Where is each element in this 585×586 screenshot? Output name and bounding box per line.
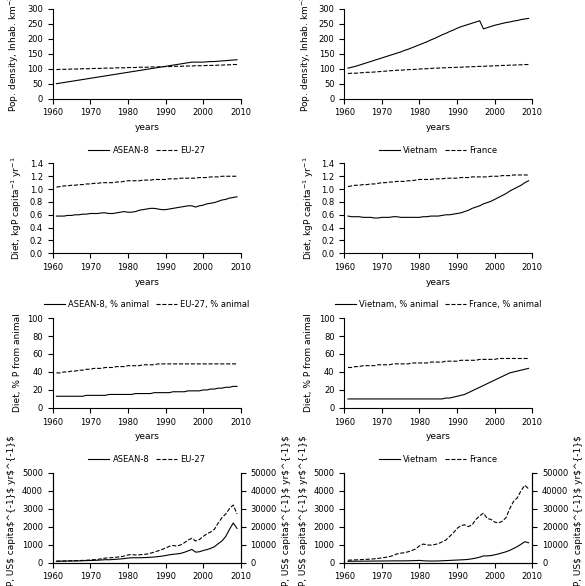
Y-axis label: Pop. density, Inhab. km$^{-2}$: Pop. density, Inhab. km$^{-2}$ — [299, 0, 313, 112]
Legend: Vietnam, France: Vietnam, France — [376, 0, 501, 4]
Legend: ASEAN-8, EU-27: ASEAN-8, EU-27 — [85, 142, 208, 158]
X-axis label: years: years — [426, 278, 450, 287]
Y-axis label: GDP, US$ capita$^{-1}$ yr$^{-1}$: GDP, US$ capita$^{-1}$ yr$^{-1}$ — [299, 435, 308, 586]
Legend: ASEAN-8, % animal, EU-27, % animal: ASEAN-8, % animal, EU-27, % animal — [40, 297, 253, 313]
Y-axis label: Pop. density, Inhab. km$^{-2}$: Pop. density, Inhab. km$^{-2}$ — [7, 0, 22, 112]
X-axis label: years: years — [426, 123, 450, 132]
Legend: ASEAN-8, EU-27: ASEAN-8, EU-27 — [85, 452, 208, 467]
Legend: ASEAN-8, EU-27: ASEAN-8, EU-27 — [85, 0, 208, 4]
Y-axis label: Diet, % P from animal: Diet, % P from animal — [304, 314, 313, 413]
Legend: Vietnam, France: Vietnam, France — [376, 452, 501, 467]
X-axis label: years: years — [135, 432, 159, 441]
Y-axis label: Diet, kgP capita$^{-1}$ yr$^{-1}$: Diet, kgP capita$^{-1}$ yr$^{-1}$ — [301, 156, 316, 260]
X-axis label: years: years — [135, 123, 159, 132]
Legend: Vietnam, France: Vietnam, France — [376, 142, 501, 158]
Y-axis label: GDP, US$ capita$^{-1}$ yr$^{-1}$: GDP, US$ capita$^{-1}$ yr$^{-1}$ — [574, 435, 583, 586]
X-axis label: years: years — [426, 432, 450, 441]
Y-axis label: GDP, US$ capita$^{-1}$ yr$^{-1}$: GDP, US$ capita$^{-1}$ yr$^{-1}$ — [7, 435, 16, 586]
Y-axis label: Diet, % P from animal: Diet, % P from animal — [13, 314, 22, 413]
Legend: Vietnam, % animal, France, % animal: Vietnam, % animal, France, % animal — [332, 297, 545, 313]
Y-axis label: Diet, kgP capita$^{-1}$ yr$^{-1}$: Diet, kgP capita$^{-1}$ yr$^{-1}$ — [10, 156, 24, 260]
X-axis label: years: years — [135, 278, 159, 287]
Y-axis label: GDP, US$ capita$^{-1}$ yr$^{-1}$: GDP, US$ capita$^{-1}$ yr$^{-1}$ — [283, 435, 291, 586]
